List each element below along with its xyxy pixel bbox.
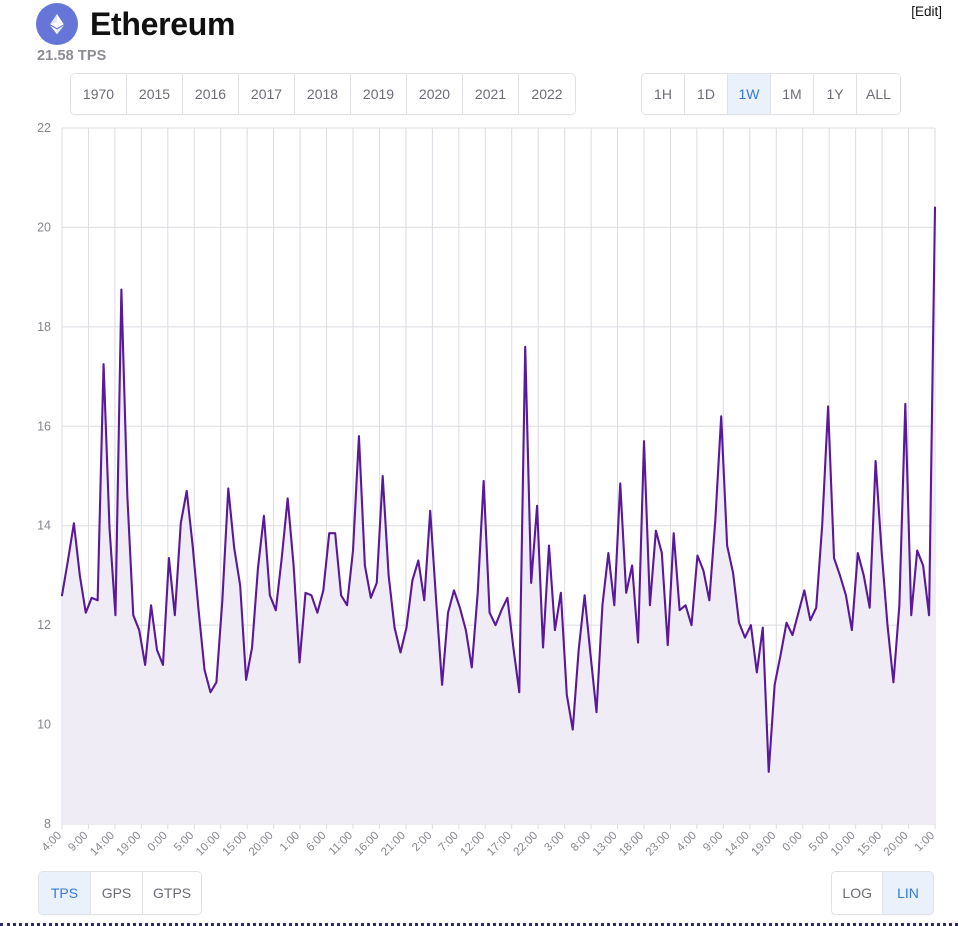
year-button-2018[interactable]: 2018	[295, 74, 351, 114]
year-button-2015[interactable]: 2015	[127, 74, 183, 114]
x-axis-tick-label: 10:00	[194, 830, 223, 857]
range-button-1w[interactable]: 1W	[728, 74, 771, 114]
x-axis-tick-label: 13:00	[591, 830, 620, 857]
x-axis-tick-label: 21:00	[379, 830, 408, 857]
x-axis-tick-label: 5:00	[172, 830, 196, 854]
x-axis-tick-label: 16:00	[353, 830, 382, 857]
x-axis-tick-label: 20:00	[882, 830, 911, 857]
x-axis-tick-label: 19:00	[750, 830, 779, 857]
x-axis-tick-label: 15:00	[220, 830, 249, 857]
chart-area-fill	[62, 207, 935, 824]
scale-selector[interactable]: LOG LIN	[831, 871, 934, 915]
tps-subtitle: 21.58 TPS	[37, 48, 107, 64]
x-axis-tick-label: 0:00	[146, 830, 170, 854]
x-axis-tick-label: 0:00	[781, 830, 805, 854]
year-button-2019[interactable]: 2019	[351, 74, 407, 114]
x-axis-tick-label: 4:00	[40, 830, 64, 854]
x-axis-tick-label: 20:00	[247, 830, 276, 857]
x-axis-tick-label: 15:00	[855, 830, 884, 857]
page-title: Ethereum	[90, 6, 236, 42]
y-axis-tick-label: 20	[37, 220, 51, 234]
x-axis-tick-label: 1:00	[913, 830, 937, 854]
chart-line	[60, 206, 937, 773]
x-axis-tick-label: 12:00	[459, 830, 488, 857]
x-axis-tick-label: 2:00	[410, 830, 434, 854]
x-axis-tick-label: 11:00	[327, 830, 355, 857]
x-axis-tick-label: 9:00	[66, 830, 90, 854]
year-button-2017[interactable]: 2017	[239, 74, 295, 114]
x-axis-tick-label: 4:00	[675, 830, 699, 854]
x-axis-tick-label: 6:00	[304, 830, 328, 854]
x-axis-tick-label: 19:00	[115, 830, 144, 857]
metric-selector[interactable]: TPS GPS GTPS	[38, 871, 203, 915]
range-selector[interactable]: 1H 1D 1W 1M 1Y ALL	[641, 73, 901, 115]
x-axis-tick-label: 17:00	[485, 830, 514, 857]
x-axis-tick-label: 3:00	[542, 830, 566, 854]
y-axis-tick-label: 18	[37, 320, 51, 334]
year-button-2022[interactable]: 2022	[519, 74, 575, 114]
y-axis-tick-label: 10	[37, 718, 51, 732]
y-axis-tick-label: 14	[37, 519, 51, 533]
x-axis-tick-label: 9:00	[701, 830, 725, 854]
chart-container: 8 10 12 14 16 18 20 22 4:00 9:00 14:00 19:00 0:00 5:0…	[0, 112, 958, 857]
year-selector[interactable]: 1970 2015 2016 2017 2018 2019 2020 2021 2022	[70, 73, 576, 115]
edit-link[interactable]: [Edit]	[911, 4, 942, 19]
scale-button-log[interactable]: LOG	[832, 872, 883, 914]
y-axis-tick-label: 12	[37, 618, 51, 632]
x-axis-tick-label: 14:00	[88, 830, 117, 857]
x-axis-tick-label: 8:00	[569, 830, 593, 854]
range-button-1m[interactable]: 1M	[771, 74, 814, 114]
ethereum-logo-icon	[36, 3, 78, 45]
x-axis-tick-label: 18:00	[617, 830, 646, 857]
range-button-1y[interactable]: 1Y	[814, 74, 857, 114]
metric-button-tps[interactable]: TPS	[39, 872, 91, 914]
y-axis-tick-label: 22	[37, 121, 51, 135]
year-button-2016[interactable]: 2016	[183, 74, 239, 114]
year-button-2021[interactable]: 2021	[463, 74, 519, 114]
year-button-1970[interactable]: 1970	[71, 74, 127, 114]
range-button-1d[interactable]: 1D	[685, 74, 728, 114]
x-axis-tick-label: 1:00	[278, 830, 302, 854]
x-axis-tick-label: 22:00	[511, 830, 540, 857]
range-button-all[interactable]: ALL	[857, 74, 900, 114]
metric-button-gtps[interactable]: GTPS	[143, 872, 202, 914]
page-header: Ethereum 21.58 TPS [Edit]	[0, 0, 958, 70]
metric-button-gps[interactable]: GPS	[91, 872, 143, 914]
scale-button-lin[interactable]: LIN	[883, 872, 933, 914]
y-axis-tick-label: 8	[44, 817, 51, 831]
x-axis-tick-label: 14:00	[723, 830, 752, 857]
range-button-1h[interactable]: 1H	[642, 74, 685, 114]
x-axis-tick-label: 5:00	[807, 830, 831, 854]
x-axis-tick-label: 23:00	[644, 830, 673, 857]
x-axis-tick-label: 7:00	[437, 830, 461, 854]
y-axis-tick-label: 16	[37, 419, 51, 433]
x-axis-tick-label: 10:00	[829, 830, 858, 857]
year-button-2020[interactable]: 2020	[407, 74, 463, 114]
title-row: Ethereum	[36, 3, 236, 45]
